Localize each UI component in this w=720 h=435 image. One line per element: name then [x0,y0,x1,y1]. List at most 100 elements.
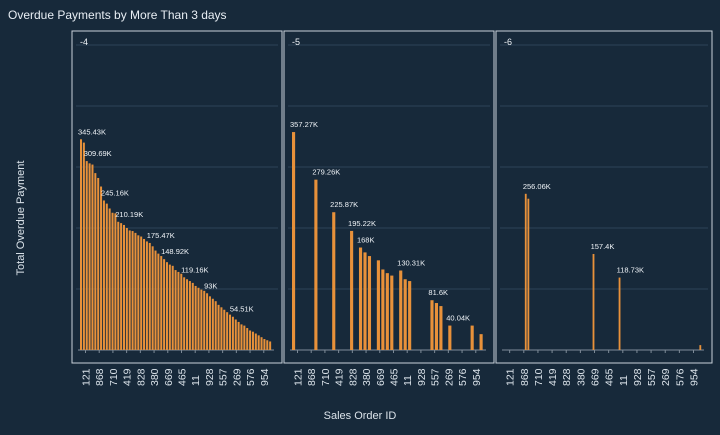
data-label: 210.19K [115,210,143,219]
x-tick-label: 465 [176,368,188,386]
bar [390,275,394,350]
bar [243,325,246,350]
bar [157,253,160,350]
bar [479,334,483,350]
x-tick-label: 557 [646,368,658,386]
bar [524,193,527,350]
panel-2: -5 357.27K 279.26K 225.87K 195.22K 168K 130.31… [283,30,495,386]
bar [403,279,407,350]
bar [263,339,266,350]
bar [203,290,206,350]
data-label: 119.16K [181,265,208,274]
data-label: 168K [357,236,375,245]
x-tick-label: 380 [361,368,373,386]
bar [260,337,263,350]
bar [122,224,125,350]
bar [292,132,296,350]
bar [145,241,148,350]
bar [186,279,189,350]
x-tick-label: 380 [575,368,587,386]
x-tick-label: 928 [204,368,216,386]
bar [94,173,97,350]
x-tick-label: 868 [519,368,531,386]
bar [358,247,363,350]
panel-frame [71,30,283,364]
x-tick-label: 868 [306,368,318,386]
bar [102,200,105,350]
bar [699,345,702,350]
bar [257,335,260,350]
bar [151,246,154,350]
x-tick-label: 269 [231,368,243,386]
bar [399,270,403,350]
bar [367,256,372,350]
bar [183,277,186,350]
bar [314,179,318,350]
bar [527,198,530,350]
bar [111,212,114,350]
data-label: 256.06K [523,182,551,191]
data-label: 245.16K [101,188,129,197]
chart-title: Overdue Payments by More Than 3 days [8,8,227,22]
data-label: 118.73K [617,266,644,275]
bar [254,333,257,350]
data-label: 148.92K [161,247,189,256]
x-tick-label: 954 [689,368,701,386]
bar [137,235,140,350]
bar [211,298,214,350]
bar [592,253,595,350]
x-tick-label: 419 [122,368,134,386]
x-tick-label: 419 [334,368,346,386]
x-tick-label: 269 [443,368,455,386]
bar [177,271,180,350]
bar [194,285,197,350]
bar [350,230,354,350]
bar [163,259,166,350]
bar [363,252,367,350]
data-label: 175.47K [147,231,175,240]
bar [229,314,232,350]
bar [385,273,389,350]
panel-3: -6 256.06K 157.4K 118.73K 121 868 710 419 828 380… [495,30,713,386]
data-label: 93K [204,281,217,290]
bar [214,301,217,350]
x-tick-label: 121 [505,368,517,386]
data-label: 225.87K [330,200,358,209]
bar [226,312,229,350]
x-tick-label: 11 [618,375,630,386]
bar [171,265,174,350]
bar [434,303,439,350]
bar [140,236,143,350]
x-tick-label: 928 [632,368,644,386]
bar [237,321,240,350]
bar [128,230,131,350]
bar [117,221,120,350]
x-tick-label: 121 [80,368,92,386]
data-label: 345.43K [78,127,106,136]
x-tick-label: 954 [471,368,483,386]
bar [231,316,234,350]
bar [408,281,412,350]
x-tick-label: 669 [375,368,387,386]
bar [240,324,243,350]
x-tick-label: 710 [533,368,545,386]
x-tick-label: 928 [416,368,428,386]
bar [381,269,385,350]
x-tick-label: 828 [135,368,147,386]
x-tick-label: 576 [457,368,469,386]
bar [134,232,137,350]
bar [217,304,220,350]
bar [180,273,183,350]
x-tick-label: 380 [149,368,161,386]
bar [85,161,88,350]
bar [88,163,91,350]
bar [165,262,168,350]
data-label: 157.4K [591,242,615,251]
bar [448,325,452,350]
bar [220,307,223,350]
panel-frame [283,30,495,364]
bar [125,228,128,350]
data-label: 309.69K [84,149,112,158]
bar [223,309,226,350]
